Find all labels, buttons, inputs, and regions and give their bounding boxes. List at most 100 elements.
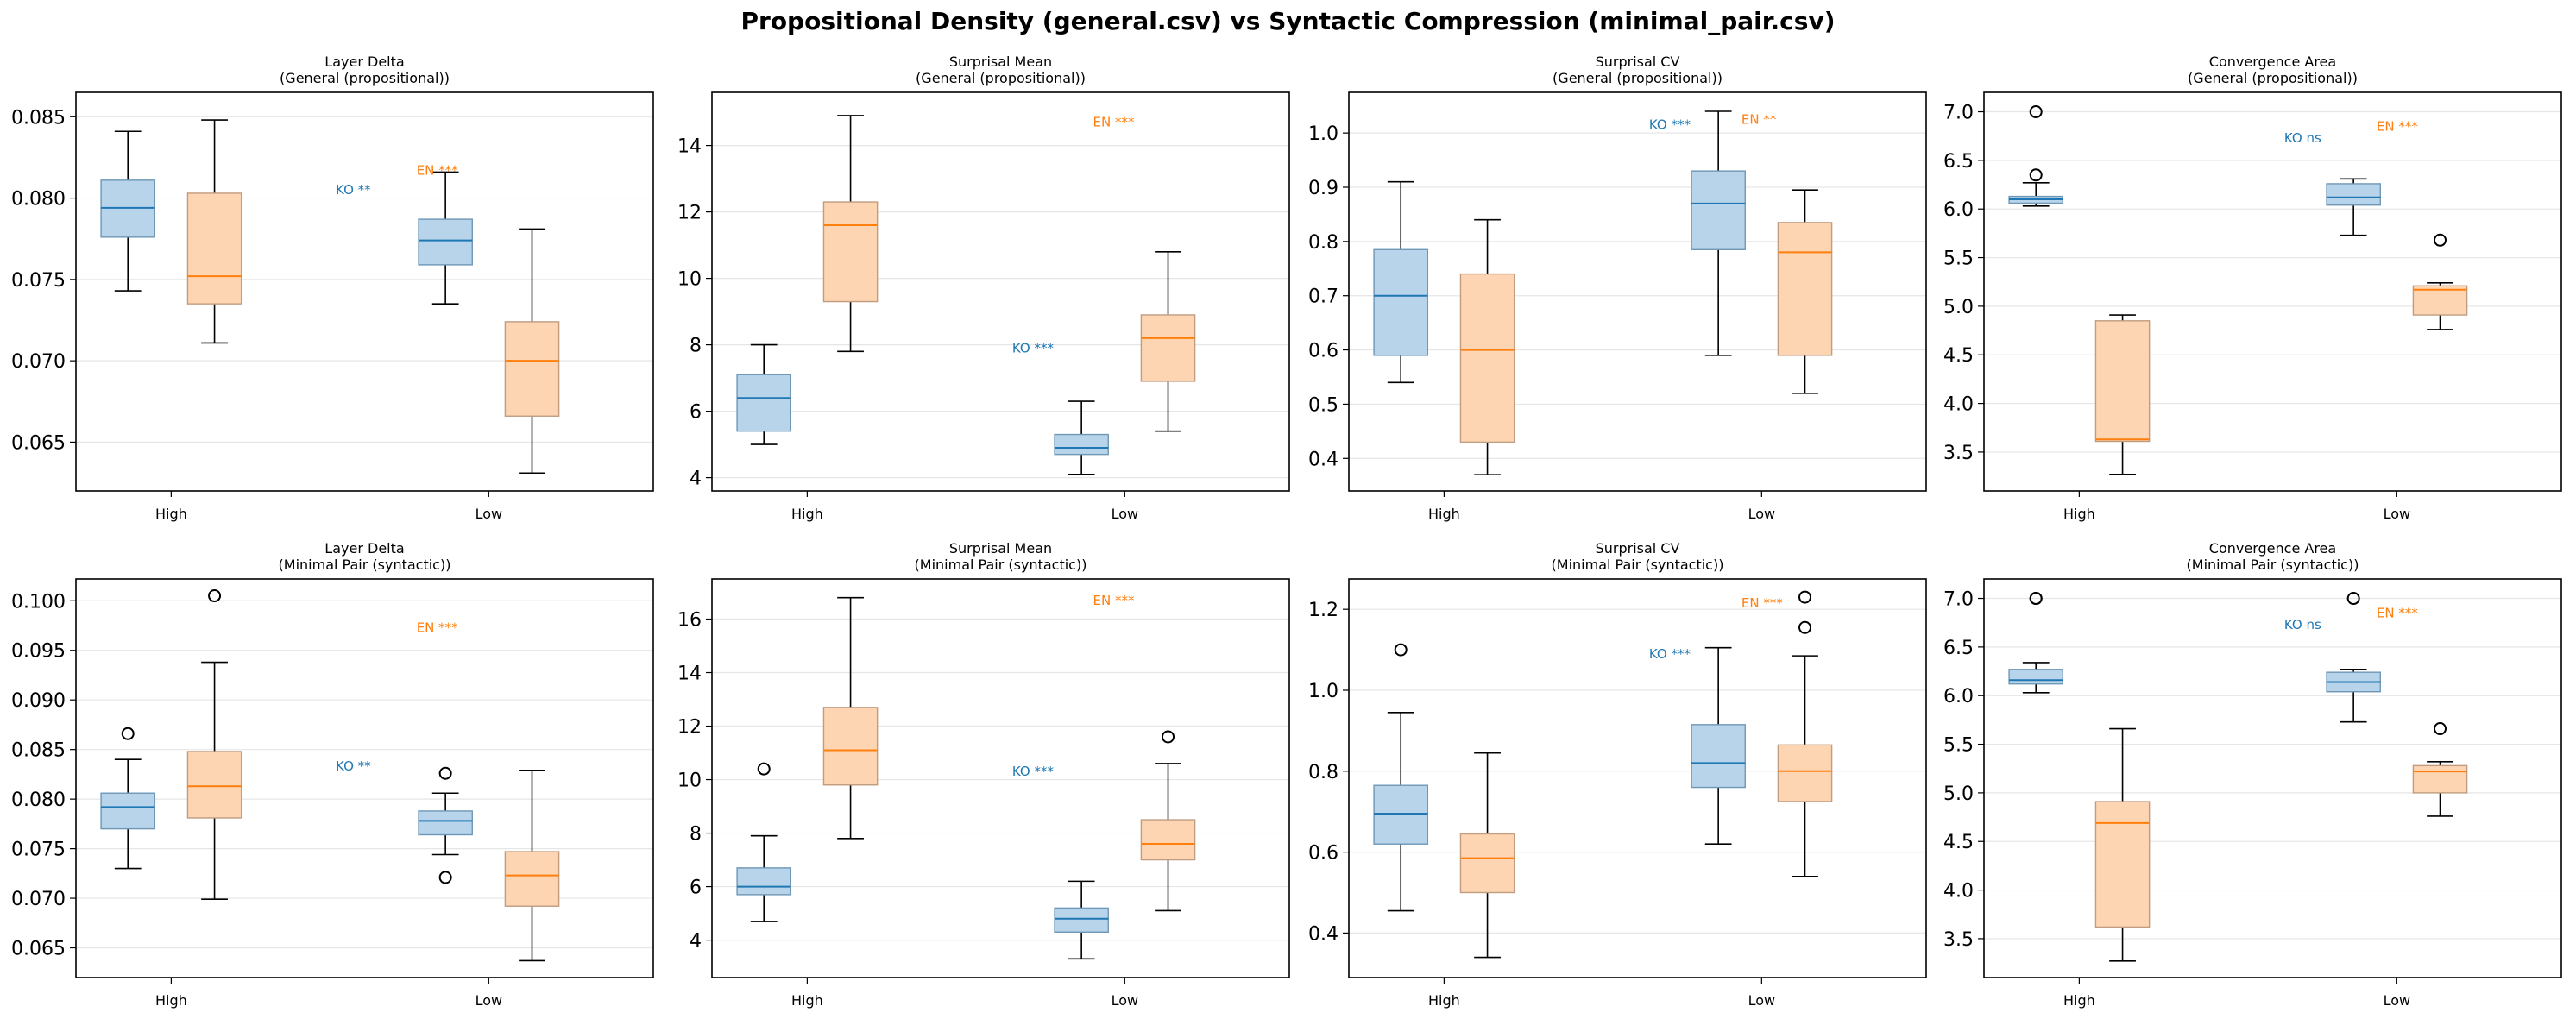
- y-tick-label: 8: [690, 824, 702, 846]
- x-tick-label: High: [155, 506, 187, 522]
- y-tick-label: 1.2: [1308, 600, 1338, 621]
- subplot-title: Layer Delta: [324, 540, 404, 557]
- outlier-point: [757, 762, 771, 776]
- box-low-ko: [418, 171, 473, 305]
- y-tick-label: 7.0: [1943, 589, 1974, 611]
- box-iqr: [1777, 744, 1833, 802]
- box-iqr: [2094, 320, 2151, 443]
- box-high-en: [1459, 218, 1515, 475]
- box-iqr: [186, 751, 242, 819]
- box-iqr: [736, 374, 792, 432]
- box-iqr: [2094, 801, 2151, 928]
- subplot-4: 3.5 4.0 4.5 5.0 5.5 6.0 6.5 7.0 KO ns EN *** High L…: [1943, 53, 2562, 522]
- outlier-point: [208, 589, 222, 603]
- significance-label: EN **: [1741, 111, 1777, 127]
- y-tick-label: 14: [677, 664, 702, 685]
- y-tick-label: 0.085: [11, 740, 66, 762]
- x-tick-label: Low: [1748, 992, 1776, 1009]
- box-low-ko: [418, 766, 473, 884]
- box-low-ko: [2326, 178, 2381, 236]
- subplot-title: Convergence Area: [2209, 53, 2336, 70]
- x-tick-label: High: [1428, 506, 1460, 522]
- box-iqr: [822, 707, 879, 786]
- significance-label: KO ns: [2284, 130, 2321, 146]
- box-iqr: [100, 792, 156, 830]
- significance-label: EN ***: [417, 163, 458, 179]
- y-tick-label: 0.065: [11, 939, 66, 960]
- box-iqr: [2008, 669, 2064, 685]
- significance-label: EN ***: [2377, 605, 2418, 620]
- y-tick-label: 5.0: [1943, 297, 1974, 318]
- box-high-ko: [2008, 592, 2064, 694]
- subplot-6: 4 6 8 10 12 14 16 EN *** KO *** High Low Surprisal …: [677, 540, 1290, 1009]
- subplot-5: 0.065 0.070 0.075 0.080 0.085 0.090 0.095 0.100…: [11, 540, 654, 1009]
- subplot-subtitle: (Minimal Pair (syntactic)): [1552, 557, 1724, 573]
- y-tick-label: 4.0: [1943, 881, 1974, 903]
- y-tick-label: 0.080: [11, 189, 66, 211]
- axes-frame: [1983, 578, 2562, 978]
- x-tick-label: High: [791, 506, 823, 522]
- y-tick-label: 5.5: [1943, 248, 1974, 270]
- y-tick-label: 1.0: [1308, 681, 1338, 702]
- significance-label: KO ns: [2284, 617, 2321, 632]
- significance-label: EN ***: [1093, 115, 1135, 130]
- box-high-ko: [100, 130, 156, 292]
- box-iqr: [1373, 248, 1429, 356]
- x-tick-label: Low: [476, 992, 503, 1009]
- box-high-ko: [1373, 643, 1429, 912]
- x-tick-label: Low: [1112, 506, 1139, 522]
- y-tick-label: 0.070: [11, 889, 66, 910]
- outlier-point: [1798, 620, 1812, 634]
- box-high-ko: [100, 727, 156, 870]
- y-tick-label: 6: [690, 402, 702, 424]
- box-low-en: [504, 770, 560, 962]
- box-low-en: [2412, 233, 2468, 330]
- box-iqr: [1459, 273, 1515, 443]
- y-tick-label: 0.8: [1308, 232, 1338, 254]
- y-tick-label: 0.085: [11, 107, 66, 129]
- box-low-ko: [1691, 110, 1746, 356]
- significance-label: EN ***: [1741, 595, 1783, 611]
- x-tick-label: Low: [2384, 992, 2411, 1009]
- y-tick-label: 5.5: [1943, 735, 1974, 757]
- outlier-point: [438, 766, 452, 780]
- subplot-title: Surprisal CV: [1596, 53, 1680, 70]
- subplot-title: Layer Delta: [324, 53, 404, 70]
- box-low-ko: [2326, 592, 2381, 723]
- y-tick-label: 3.5: [1943, 443, 1974, 464]
- outlier-point: [1162, 730, 1175, 744]
- subplot-subtitle: (General (propositional)): [1553, 70, 1723, 86]
- significance-label: KO ***: [1012, 340, 1055, 355]
- box-high-en: [2094, 314, 2151, 475]
- y-tick-label: 0.080: [11, 789, 66, 811]
- outlier-point: [1394, 643, 1408, 657]
- x-tick-label: High: [155, 992, 187, 1009]
- box-iqr: [1459, 833, 1515, 894]
- box-high-ko: [736, 762, 792, 922]
- x-tick-label: High: [791, 992, 823, 1009]
- subplot-3: 0.4 0.5 0.6 0.7 0.8 0.9 1.0 KO *** EN ** High Low S…: [1308, 53, 1927, 522]
- box-iqr: [736, 867, 792, 896]
- box-iqr: [186, 192, 242, 305]
- box-high-ko: [1373, 180, 1429, 384]
- subplot-title: Convergence Area: [2209, 540, 2336, 557]
- box-iqr: [1777, 222, 1833, 356]
- axes-frame: [711, 578, 1290, 978]
- box-high-ko: [2008, 105, 2064, 207]
- outlier-point: [121, 727, 135, 740]
- subplot-subtitle: (General (propositional)): [916, 70, 1086, 86]
- y-tick-label: 1.0: [1308, 123, 1338, 145]
- subplot-1: 0.065 0.070 0.075 0.080 0.085 KO ** EN *** High…: [11, 53, 654, 522]
- box-low-en: [2412, 722, 2468, 817]
- axes-frame: [1983, 91, 2562, 492]
- x-tick-label: Low: [476, 506, 503, 522]
- outlier-point: [2346, 592, 2360, 606]
- y-tick-label: 4.5: [1943, 345, 1974, 367]
- outlier-point: [1798, 590, 1812, 604]
- box-iqr: [822, 201, 879, 303]
- subplot-subtitle: (Minimal Pair (syntactic)): [2187, 557, 2359, 573]
- y-tick-label: 0.6: [1308, 341, 1338, 362]
- significance-label: KO **: [336, 758, 371, 774]
- box-high-en: [822, 115, 879, 353]
